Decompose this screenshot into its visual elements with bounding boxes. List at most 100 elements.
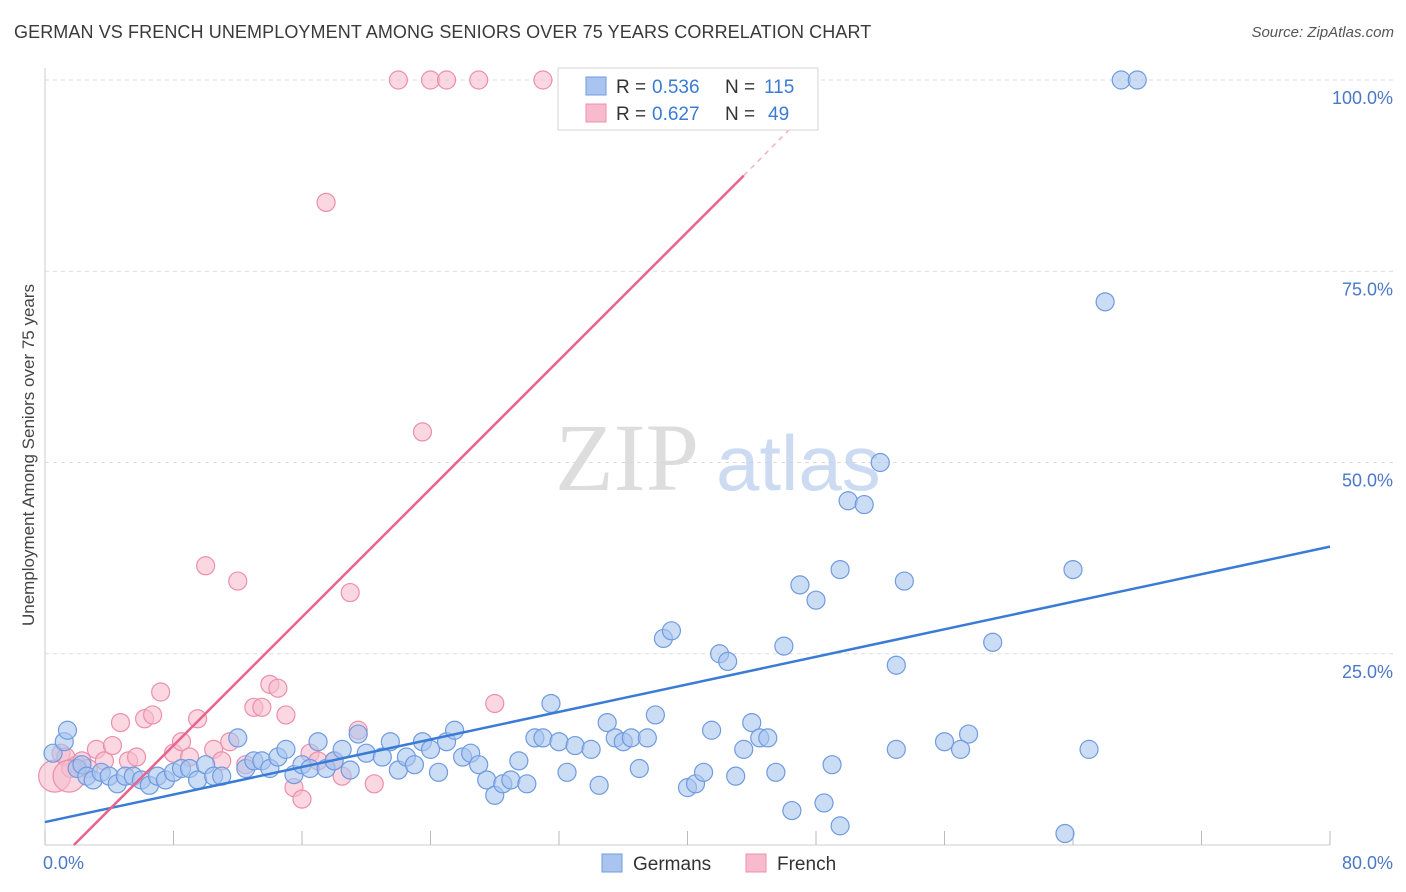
german-point-57 <box>509 751 529 771</box>
german-point-56 <box>501 770 521 790</box>
german-point-106 <box>1055 823 1075 844</box>
legend-germans-n-label: N = <box>725 77 755 98</box>
french-point-47 <box>533 70 553 90</box>
french-point-19 <box>187 709 208 729</box>
german-point-71 <box>629 758 649 779</box>
german-point-109 <box>1095 292 1115 312</box>
german-point-92 <box>814 793 834 813</box>
german-point-66 <box>589 775 609 795</box>
trend-layer <box>44 121 1331 846</box>
watermark-atlas: atlas <box>716 419 881 507</box>
german-point-2 <box>57 720 78 740</box>
german-point-110 <box>1111 70 1131 90</box>
german-point-73 <box>645 705 665 725</box>
german-point-61 <box>541 693 561 714</box>
german-trend-line <box>44 545 1331 824</box>
french-point-15 <box>151 682 171 702</box>
axis-layer <box>44 68 1331 846</box>
german-point-70 <box>621 728 641 748</box>
french-point-17 <box>171 732 192 752</box>
french-point-43 <box>420 70 441 90</box>
legend-swatch-germans <box>585 76 607 96</box>
german-point-37 <box>340 760 360 780</box>
german-point-102 <box>934 732 955 752</box>
german-point-84 <box>742 712 762 733</box>
german-point-75 <box>661 621 682 641</box>
german-point-111 <box>1127 70 1147 90</box>
german-point-72 <box>637 728 657 748</box>
german-point-44 <box>404 755 425 775</box>
german-point-87 <box>766 762 786 782</box>
german-point-93 <box>822 755 842 775</box>
german-point-81 <box>718 651 738 672</box>
german-point-23 <box>228 728 248 748</box>
french-point-24 <box>228 571 248 591</box>
german-point-91 <box>806 590 826 610</box>
german-point-89 <box>782 800 802 821</box>
german-point-88 <box>774 636 794 656</box>
german-point-90 <box>790 575 810 595</box>
german-point-64 <box>565 735 585 756</box>
german-point-65 <box>581 739 601 759</box>
german-point-40 <box>372 747 392 767</box>
french-point-41 <box>388 70 408 90</box>
french-point-38 <box>340 582 360 603</box>
y-axis-label: Unemployment Among Seniors over 75 years <box>19 284 38 626</box>
french-point-35 <box>316 192 336 212</box>
german-point-0 <box>43 743 63 763</box>
watermark-zip: ZIP <box>555 404 699 511</box>
series-legend: Germans French <box>601 853 836 875</box>
legend-swatch-french <box>585 103 607 123</box>
french-points <box>38 70 553 809</box>
x-tick-max: 80.0% <box>1342 853 1393 873</box>
y-tick-label-2: 75.0% <box>1342 279 1393 299</box>
french-point-29 <box>268 678 288 698</box>
french-point-27 <box>252 697 272 717</box>
german-point-104 <box>950 739 971 759</box>
x-tick-min: 0.0% <box>43 853 84 873</box>
german-point-67 <box>597 712 617 733</box>
german-point-86 <box>758 728 778 748</box>
source-label: Source: ZipAtlas.com <box>1251 24 1394 41</box>
french-trend-line <box>73 174 745 846</box>
grid-layer <box>45 79 1395 655</box>
german-point-103 <box>958 724 979 744</box>
german-point-63 <box>557 762 577 782</box>
french-point-9 <box>102 735 123 756</box>
stats-legend: R = 0.536 N = 115 R = 0.627 N = 49 <box>557 67 819 131</box>
y-tick-label-0: 25.0% <box>1342 662 1393 682</box>
y-tick-label-1: 50.0% <box>1342 471 1393 491</box>
bottom-legend-french: French <box>777 854 836 875</box>
french-point-30 <box>276 705 296 725</box>
german-point-98 <box>870 452 890 473</box>
chart-title: GERMAN VS FRENCH UNEMPLOYMENT AMONG SENI… <box>14 22 872 42</box>
german-point-78 <box>693 762 714 782</box>
german-point-107 <box>1063 559 1083 580</box>
bottom-legend-germans: Germans <box>633 854 711 875</box>
german-point-100 <box>886 655 906 675</box>
german-point-96 <box>838 491 858 511</box>
legend-french-n-value: 49 <box>768 104 789 125</box>
german-point-60 <box>533 728 553 748</box>
german-point-36 <box>332 739 352 759</box>
german-point-62 <box>549 732 569 752</box>
german-point-32 <box>300 758 320 779</box>
bottom-legend-swatch-germans <box>601 853 623 873</box>
french-point-14 <box>143 705 163 725</box>
legend-french-r-value: 0.627 <box>652 104 700 125</box>
german-points <box>43 70 1147 844</box>
french-point-10 <box>110 712 131 733</box>
french-point-46 <box>485 693 505 714</box>
french-point-42 <box>412 422 433 442</box>
y-tick-label-3: 100.0% <box>1332 88 1393 108</box>
french-point-44 <box>436 70 457 90</box>
german-point-101 <box>894 571 914 591</box>
german-point-82 <box>726 766 746 786</box>
german-point-47 <box>428 762 449 782</box>
german-point-79 <box>701 720 722 740</box>
legend-germans-n-value: 115 <box>764 77 794 98</box>
german-point-108 <box>1079 739 1099 759</box>
legend-germans-r-label: R = <box>616 77 646 98</box>
legend-germans-r-value: 0.536 <box>652 77 700 98</box>
